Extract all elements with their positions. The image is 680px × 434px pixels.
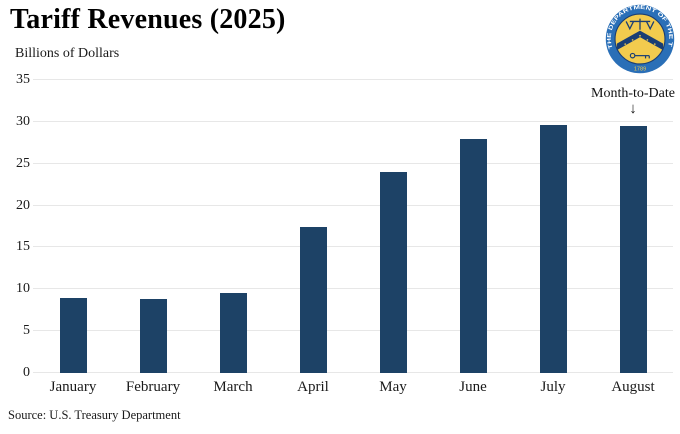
y-tick-label: 20 [16, 197, 30, 213]
y-axis: 0 5 10 15 20 25 30 35 [0, 73, 30, 380]
down-arrow-icon: ↓ [629, 101, 637, 118]
bar-january [59, 297, 87, 373]
gridline [33, 79, 673, 80]
bar-february [139, 298, 167, 373]
bar-june [459, 138, 487, 373]
x-tick-label-may: May [379, 379, 407, 395]
plot-area: Month-to-Date ↓ [33, 79, 675, 373]
y-tick-label: 25 [16, 155, 30, 171]
x-tick-label-january: January [49, 379, 97, 395]
annotation-label: Month-to-Date [591, 86, 675, 101]
gridline [33, 288, 673, 290]
y-tick-label: 10 [16, 281, 30, 297]
y-tick-label: 35 [16, 72, 30, 87]
x-tick-label-march: March [213, 379, 253, 395]
gridline [33, 120, 673, 122]
y-tick-label: 30 [16, 113, 30, 129]
month-to-date-annotation: Month-to-Date ↓ [591, 86, 675, 118]
x-tick-label-august: August [611, 379, 655, 395]
axis-units-label: Billions of Dollars [15, 46, 120, 61]
gridline [33, 246, 673, 248]
page-title: Tariff Revenues (2025) [10, 4, 286, 35]
gridline [33, 162, 673, 164]
source-note: Source: U.S. Treasury Department [8, 408, 181, 422]
x-tick-label-june: June [459, 379, 487, 395]
y-tick-label: 5 [23, 323, 30, 339]
seal-disc [614, 13, 666, 65]
treasury-seal-logo: THE DEPARTMENT OF THE TREASURY 1789 [603, 2, 675, 74]
x-tick-label-february: February [125, 379, 181, 395]
seal-chevron-icon [616, 30, 664, 51]
gridline [33, 372, 673, 373]
bar-july [539, 125, 567, 373]
x-tick-label-july: July [540, 379, 566, 395]
gridline [33, 330, 673, 332]
bar-may [379, 172, 407, 373]
bar-march [219, 292, 247, 373]
gridline [33, 204, 673, 206]
x-tick-label-april: April [297, 379, 329, 395]
bar-april [299, 227, 327, 373]
x-axis-labels: January February March April May June July Augu… [33, 379, 673, 396]
seal-year-text: 1789 [634, 66, 646, 72]
seal-key-icon [629, 52, 650, 59]
bar-august [619, 126, 647, 373]
seal-scales-icon [625, 18, 655, 31]
y-tick-label: 15 [16, 239, 30, 255]
y-tick-label: 0 [23, 365, 30, 380]
